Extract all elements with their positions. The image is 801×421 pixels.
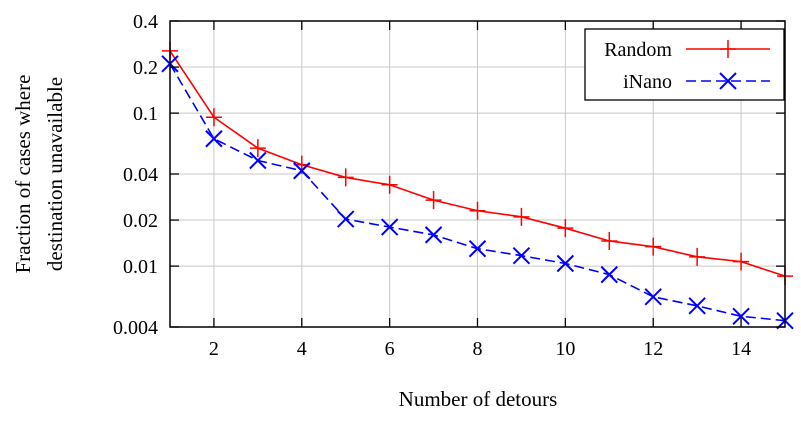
data-point-inano — [468, 239, 487, 258]
x-tick-label: 10 — [555, 338, 575, 360]
series-layer — [161, 41, 794, 330]
legend-marker-inano — [719, 72, 737, 90]
legend-label-random: Random — [604, 39, 672, 61]
data-point-random — [733, 252, 750, 271]
data-point-inano — [337, 210, 355, 228]
data-point-inano — [732, 307, 750, 325]
x-tick-label: 4 — [297, 338, 307, 360]
ticks: 2 4 6 8 10 12 14 0.004 0.01 0.02 0.04 0.1 0.2 0.4 — [113, 11, 785, 360]
legend-box — [584, 28, 785, 101]
data-point-random — [645, 237, 662, 256]
data-point-random — [381, 175, 398, 194]
data-point-random — [337, 168, 354, 187]
y-tick-label: 0.004 — [113, 317, 158, 339]
data-point-inano — [600, 265, 618, 284]
data-point-random — [557, 219, 574, 238]
y-tick-label: 0.2 — [133, 57, 158, 79]
data-point-random — [601, 231, 618, 250]
y-axis-label-line1: Fraction of cases where — [11, 75, 35, 274]
y-tick-label: 0.4 — [133, 11, 158, 33]
x-tick-label: 2 — [209, 338, 219, 360]
data-point-inano — [644, 288, 662, 306]
series-inano — [161, 55, 794, 330]
data-point-random — [249, 139, 266, 158]
y-tick-label: 0.01 — [123, 256, 158, 278]
data-point-random — [689, 247, 706, 266]
x-tick-label: 12 — [643, 338, 663, 360]
legend-label-inano: iNano — [623, 71, 672, 93]
data-point-random — [513, 207, 530, 226]
x-axis-label: Number of detours — [399, 387, 558, 411]
data-point-inano — [293, 162, 311, 180]
x-tick-label: 8 — [473, 338, 483, 360]
data-point-random — [205, 108, 222, 127]
data-point-random — [469, 201, 486, 220]
data-point-inano — [380, 218, 399, 236]
y-tick-label: 0.1 — [133, 103, 158, 125]
legend-marker-random — [720, 40, 736, 58]
legend: Random iNano — [584, 28, 785, 101]
y-tick-label: 0.04 — [123, 164, 158, 186]
data-point-inano — [205, 130, 223, 148]
data-point-random — [425, 191, 442, 210]
x-tick-label: 14 — [731, 338, 751, 360]
y-axis-label-line2: destination unavailable — [43, 77, 67, 271]
data-point-inano — [249, 151, 267, 170]
x-tick-label: 6 — [385, 338, 395, 360]
data-point-inano — [688, 297, 706, 315]
data-point-inano — [424, 226, 443, 244]
data-point-inano — [512, 246, 531, 265]
y-tick-label: 0.02 — [123, 210, 158, 232]
data-point-inano — [556, 254, 575, 273]
